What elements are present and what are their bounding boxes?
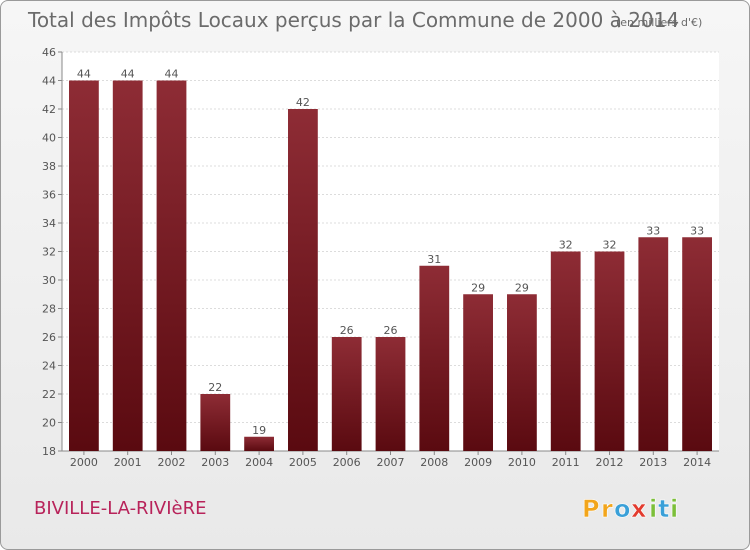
x-tick-label: 2008 [420, 456, 448, 469]
chart-title: Total des Impôts Locaux perçus par la Co… [27, 8, 679, 32]
x-tick-label: 2013 [639, 456, 667, 469]
logo-letter: i [670, 495, 678, 523]
bar [331, 337, 362, 451]
y-tick-label: 46 [42, 46, 56, 59]
bar [69, 80, 99, 451]
logo-letter: P [582, 495, 600, 523]
y-tick-label: 38 [42, 160, 56, 173]
data-label: 44 [77, 68, 91, 81]
x-tick-label: 2011 [552, 456, 580, 469]
x-tick-label: 2003 [201, 456, 229, 469]
logo-letter: i [649, 495, 657, 523]
data-label: 19 [252, 424, 266, 437]
logo-letter: o [614, 495, 631, 523]
data-label: 32 [603, 239, 617, 252]
x-tick-label: 2002 [158, 456, 186, 469]
data-label: 29 [471, 281, 485, 294]
x-tick-label: 2007 [377, 456, 405, 469]
y-tick-label: 30 [42, 274, 56, 287]
bar [156, 80, 187, 451]
bar [550, 251, 581, 451]
y-tick-labels: 18 20 22 24 26 28 30 32 34 36 38 40 42 44 46 [42, 46, 56, 458]
bar [419, 265, 450, 451]
data-label: 44 [121, 68, 135, 81]
y-tick-label: 18 [42, 445, 56, 458]
commune-name: BIVILLE-LA-RIVIèRE [34, 498, 206, 519]
x-tick-labels: 2000 2001 2002 2003 2004 2005 2006 2007 2008 2009… [70, 456, 711, 469]
y-tick-label: 20 [42, 417, 56, 430]
y-tick-label: 26 [42, 331, 56, 344]
x-tick-label: 2012 [596, 456, 624, 469]
logo-letter: x [631, 495, 647, 523]
x-tick-label: 2001 [114, 456, 142, 469]
bar [375, 337, 406, 451]
data-label: 29 [515, 281, 529, 294]
data-label: 44 [165, 68, 179, 81]
bar [638, 237, 669, 451]
bar [594, 251, 625, 451]
y-tick-label: 36 [42, 189, 56, 202]
bars [69, 80, 712, 451]
bar [288, 109, 318, 451]
logo-letter: r [601, 495, 613, 523]
bar [463, 294, 493, 451]
data-label: 22 [208, 381, 222, 394]
data-label: 42 [296, 96, 310, 109]
y-tick-label: 24 [42, 360, 56, 373]
bar [112, 80, 143, 451]
x-tick-label: 2006 [333, 456, 361, 469]
data-label: 26 [384, 324, 398, 337]
x-tick-label: 2004 [245, 456, 273, 469]
data-label: 31 [427, 253, 441, 266]
y-tick-label: 42 [42, 103, 56, 116]
bar [682, 237, 712, 451]
bar [200, 394, 231, 451]
bar [507, 294, 537, 451]
x-tick-label: 2009 [464, 456, 492, 469]
data-label: 33 [690, 224, 704, 237]
x-tick-label: 2010 [508, 456, 536, 469]
bar [244, 436, 274, 451]
logo-letter: t [658, 495, 669, 523]
y-tick-label: 40 [42, 132, 56, 145]
x-tick-label: 2005 [289, 456, 317, 469]
data-label: 32 [559, 239, 573, 252]
data-label: 26 [340, 324, 354, 337]
y-tick-label: 28 [42, 303, 56, 316]
y-tick-label: 34 [42, 217, 56, 230]
chart-subtitle: (en milliers d'€) [616, 16, 702, 29]
y-tick-label: 44 [42, 75, 56, 88]
y-tick-label: 32 [42, 246, 56, 259]
y-tick-label: 22 [42, 388, 56, 401]
x-tick-label: 2000 [70, 456, 98, 469]
data-label: 33 [646, 224, 660, 237]
x-tick-label: 2014 [683, 456, 711, 469]
data-labels: 44 44 44 22 19 42 26 26 31 29 29 32 32 33 33 [77, 68, 704, 437]
